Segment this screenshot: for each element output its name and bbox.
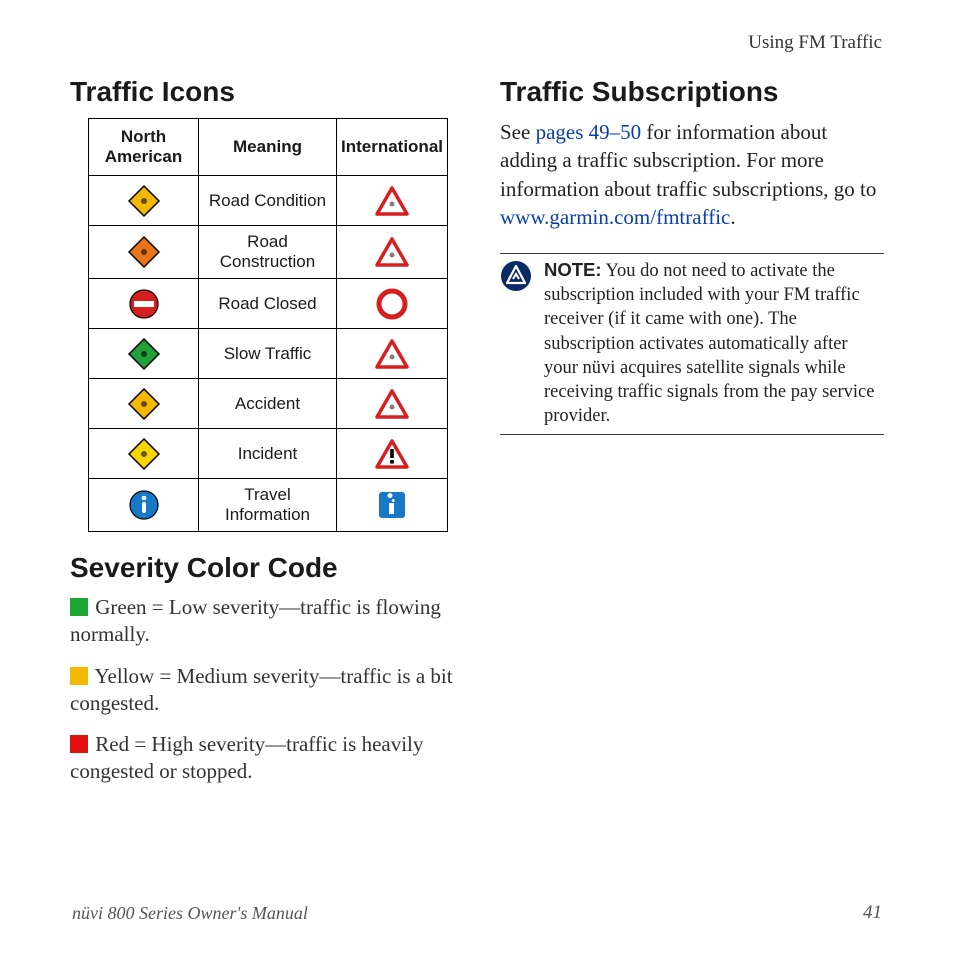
right-column: Traffic Subscriptions See pages 49–50 fo… — [500, 76, 884, 800]
intl-icon: i — [336, 479, 447, 532]
severity-item: Green = Low severity—traffic is flowing … — [70, 594, 454, 649]
table-row: Road Closed — [89, 279, 448, 329]
na-icon — [89, 329, 199, 379]
footer-manual-title: nüvi 800 Series Owner's Manual — [72, 903, 308, 924]
left-column: Traffic Icons North American Meaning Int… — [70, 76, 454, 800]
meaning-cell: Travel Information — [199, 479, 337, 532]
severity-heading: Severity Color Code — [70, 552, 454, 584]
severity-item: Yellow = Medium severity—traffic is a bi… — [70, 663, 454, 718]
meaning-cell: Slow Traffic — [199, 329, 337, 379]
link-pages[interactable]: pages 49–50 — [536, 120, 642, 144]
na-icon — [89, 226, 199, 279]
col-north-american: North American — [89, 119, 199, 176]
table-row: Road Condition — [89, 176, 448, 226]
subscriptions-heading: Traffic Subscriptions — [500, 76, 884, 108]
severity-swatch — [70, 735, 88, 753]
intl-icon — [336, 329, 447, 379]
na-icon — [89, 176, 199, 226]
footer-page-number: 41 — [863, 902, 882, 924]
table-row: Travel Information i — [89, 479, 448, 532]
note-text: NOTE: You do not need to activate the su… — [544, 258, 884, 427]
col-international: International — [336, 119, 447, 176]
table-row: Slow Traffic — [89, 329, 448, 379]
severity-swatch — [70, 667, 88, 685]
col-meaning: Meaning — [199, 119, 337, 176]
meaning-cell: Accident — [199, 379, 337, 429]
table-row: Road Construction — [89, 226, 448, 279]
intl-icon — [336, 176, 447, 226]
na-icon — [89, 429, 199, 479]
svg-text:i: i — [389, 496, 395, 518]
header-section-label: Using FM Traffic — [748, 32, 882, 54]
severity-swatch — [70, 598, 88, 616]
subscriptions-body: See pages 49–50 for information about ad… — [500, 118, 884, 231]
table-row: Accident — [89, 379, 448, 429]
link-garmin-fmtraffic[interactable]: www.garmin.com/fmtraffic — [500, 205, 730, 229]
na-icon — [89, 479, 199, 532]
meaning-cell: Road Closed — [199, 279, 337, 329]
intl-icon — [336, 279, 447, 329]
meaning-cell: Road Construction — [199, 226, 337, 279]
note-block: NOTE: You do not need to activate the su… — [500, 253, 884, 434]
severity-item: Red = High severity—traffic is heavily c… — [70, 731, 454, 786]
intl-icon — [336, 226, 447, 279]
meaning-cell: Incident — [199, 429, 337, 479]
table-row: Incident — [89, 429, 448, 479]
intl-icon — [336, 429, 447, 479]
traffic-icons-heading: Traffic Icons — [70, 76, 454, 108]
na-icon — [89, 379, 199, 429]
meaning-cell: Road Condition — [199, 176, 337, 226]
note-icon — [500, 258, 534, 427]
traffic-icons-table: North American Meaning International Roa… — [88, 118, 448, 532]
na-icon — [89, 279, 199, 329]
intl-icon — [336, 379, 447, 429]
